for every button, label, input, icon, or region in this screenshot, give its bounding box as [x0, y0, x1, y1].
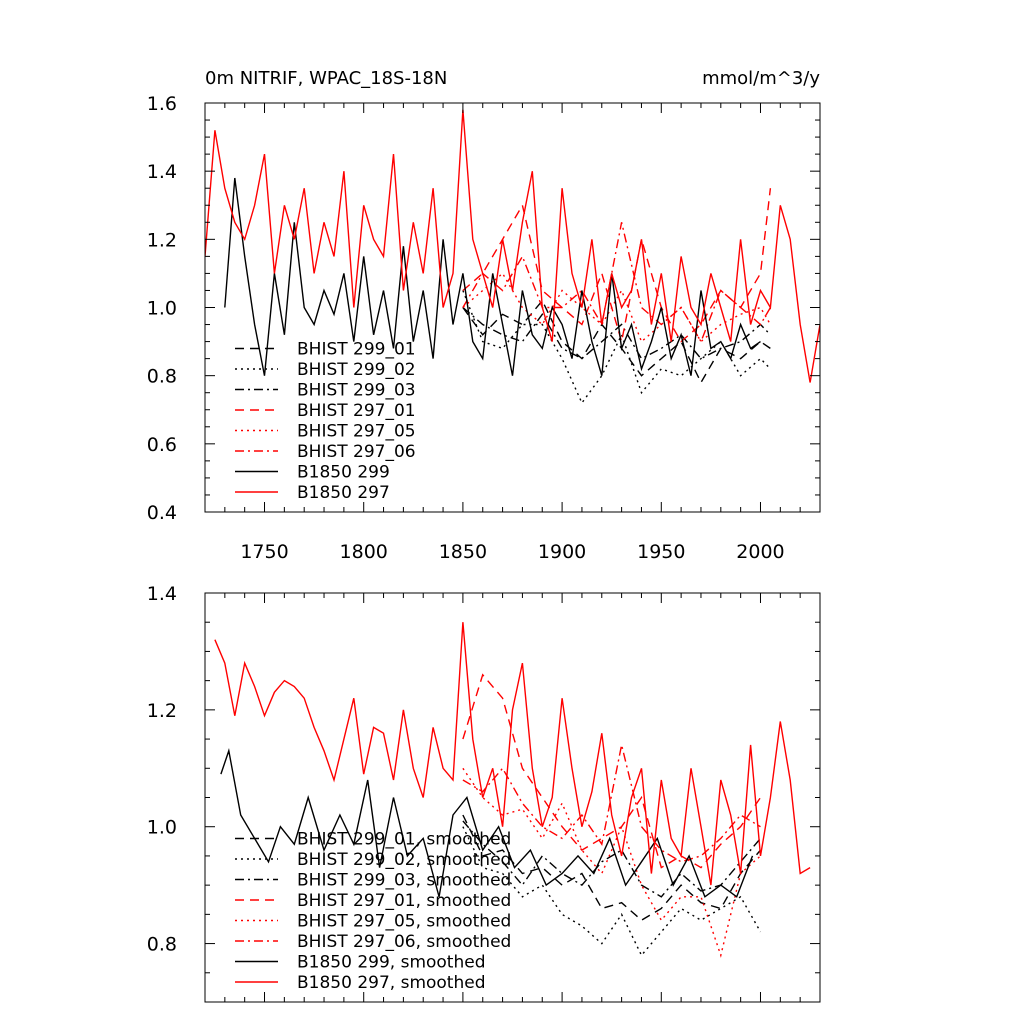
- y-tick-label: 0.6: [147, 434, 177, 456]
- legend-label: BHIST 297_05, smoothed: [297, 912, 511, 932]
- legend-label: B1850 297: [297, 483, 390, 503]
- legend-label: BHIST 299_03, smoothed: [297, 871, 511, 891]
- series-line-4: [462, 673, 762, 869]
- legend-label: B1850 299, smoothed: [297, 953, 486, 973]
- legend-label: BHIST 297_05: [297, 422, 416, 442]
- y-tick-label: 0.8: [147, 934, 177, 956]
- series-line-5: [462, 767, 761, 958]
- x-tick-label: 1750: [240, 541, 288, 563]
- legend-label: BHIST 299_03: [297, 381, 416, 401]
- series-group: [214, 622, 811, 958]
- series-line-5: [462, 272, 772, 343]
- series-line-2: [462, 826, 762, 957]
- chart-title: 0m NITRIF, WPAC_18S-18N: [205, 68, 447, 89]
- series-line-7: [220, 748, 754, 898]
- y-tick-label: 0.8: [147, 366, 177, 388]
- legend-label: B1850 299: [297, 463, 390, 483]
- x-tick-label: 1950: [637, 541, 685, 563]
- series-line-3: [462, 306, 771, 360]
- legend-label: B1850 297, smoothed: [297, 973, 486, 993]
- series-line-3: [462, 820, 762, 898]
- panel-1: 1750 1800 1850 1900 1950 2000 0.4 0.6 0.8 1.0 1.2 1…: [147, 93, 821, 563]
- legend-label: BHIST 299_02: [297, 360, 416, 380]
- series-line-7: [224, 177, 761, 376]
- panels: 1750 1800 1850 1900 1950 2000 0.4 0.6 0.8 1.0 1.2 1…: [147, 93, 821, 1003]
- y-tick-label: 1.4: [147, 583, 177, 605]
- legend-label: BHIST 299_01: [297, 340, 416, 360]
- x-tick-label: 2000: [736, 541, 784, 563]
- y-tick-label: 1.0: [147, 817, 177, 839]
- y-tick-label: 1.6: [147, 93, 177, 115]
- legend-label: BHIST 297_01: [297, 401, 416, 421]
- series-group: [205, 109, 820, 405]
- x-tick-label: 1850: [439, 541, 487, 563]
- y-tick-label: 0.4: [147, 502, 177, 524]
- units-label: mmol/m^3/y: [702, 68, 820, 89]
- x-tick-label: 1900: [538, 541, 586, 563]
- series-line-4: [462, 188, 772, 343]
- legend-label: BHIST 297_06: [297, 442, 416, 462]
- y-tick-label: 1.4: [147, 161, 177, 183]
- series-line-6: [462, 222, 772, 344]
- series-line-8: [205, 109, 820, 383]
- y-tick-label: 1.2: [147, 229, 177, 251]
- legend-label: BHIST 297_01, smoothed: [297, 891, 511, 911]
- legend-label: BHIST 299_02, smoothed: [297, 850, 511, 870]
- series-line-2: [462, 290, 771, 405]
- y-tick-label: 1.2: [147, 700, 177, 722]
- legend-label: BHIST 297_06, smoothed: [297, 932, 511, 952]
- series-line-8: [214, 622, 811, 886]
- y-tick-label: 1.0: [147, 298, 177, 320]
- legend-label: BHIST 299_01, smoothed: [297, 830, 511, 850]
- x-tick-label: 1800: [340, 541, 388, 563]
